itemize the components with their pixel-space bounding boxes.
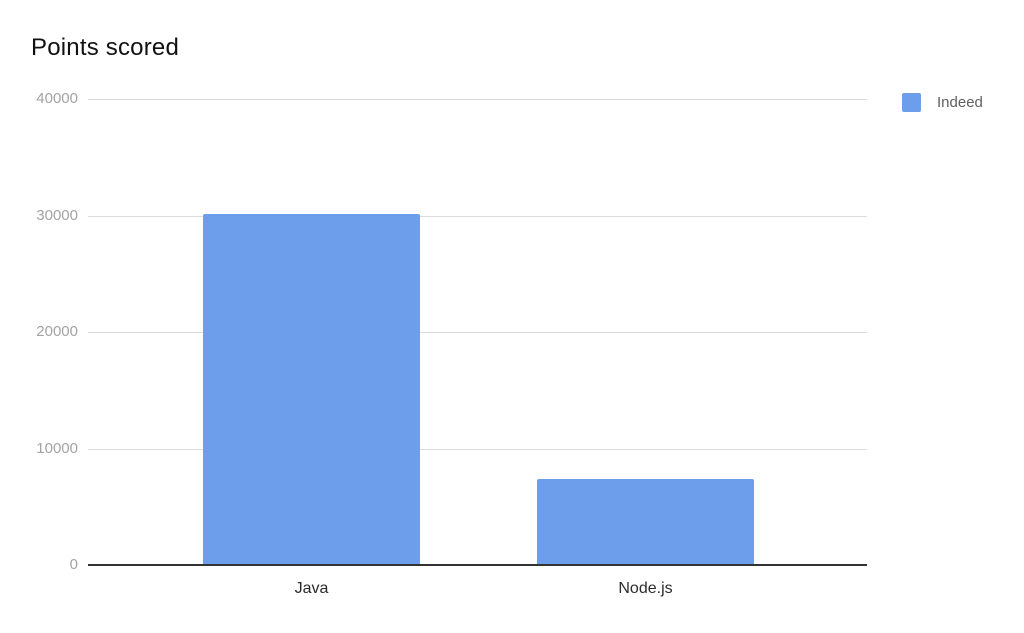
legend: Indeed: [902, 93, 983, 112]
x-category-label-java: Java: [294, 580, 329, 597]
x-axis-line: [88, 564, 867, 566]
x-category-label-node-js: Node.js: [618, 580, 673, 597]
y-tick-label-30000: 30000: [36, 207, 78, 224]
y-tick-label-0: 0: [69, 556, 78, 573]
gridline-40000: [88, 99, 867, 100]
legend-label-indeed: Indeed: [937, 94, 983, 111]
y-tick-label-40000: 40000: [36, 90, 78, 107]
y-tick-label-20000: 20000: [36, 323, 78, 340]
bar-java: [203, 214, 420, 565]
y-tick-label-10000: 10000: [36, 440, 78, 457]
gridline-20000: [88, 332, 867, 333]
gridline-30000: [88, 216, 867, 217]
legend-swatch-indeed: [902, 93, 921, 112]
gridline-10000: [88, 449, 867, 450]
bar-node-js: [537, 479, 754, 565]
chart-title: Points scored: [31, 34, 180, 61]
